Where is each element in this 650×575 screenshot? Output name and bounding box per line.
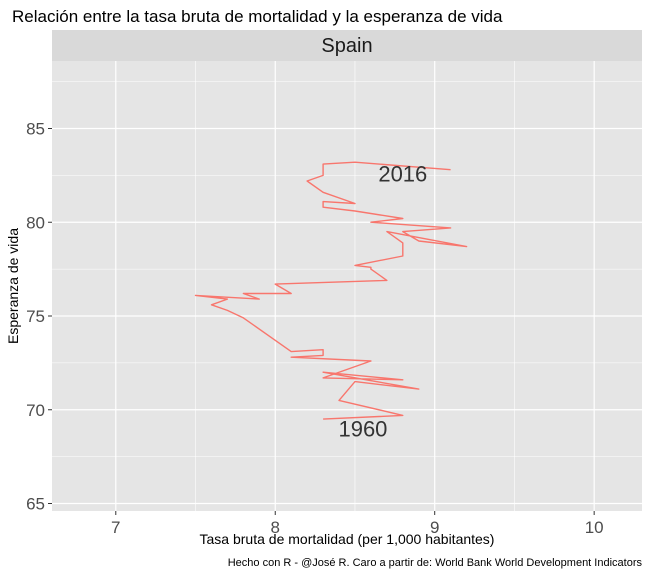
x-tick-label: 9 (430, 518, 439, 537)
major-gridlines (52, 61, 642, 511)
y-tick-label: 70 (26, 401, 45, 420)
x-axis-title: Tasa bruta de mortalidad (per 1,000 habi… (200, 531, 495, 547)
y-tick-label: 85 (26, 120, 45, 139)
y-axis: 65 70 75 80 85 (26, 120, 52, 514)
facet-label: Spain (321, 35, 372, 57)
year-annotation: 1960 (338, 417, 387, 442)
y-tick-label: 80 (26, 213, 45, 232)
x-tick-label: 10 (585, 518, 604, 537)
plot-panel (52, 61, 642, 511)
x-axis: 7 8 9 10 (111, 511, 604, 537)
minor-gridlines (52, 61, 642, 511)
y-tick-label: 65 (26, 495, 45, 514)
y-axis-title: Esperanza de vida (5, 228, 21, 344)
caption: Hecho con R - @José R. Caro a partir de:… (228, 557, 643, 569)
series-line (194, 161, 468, 420)
chart-title: Relación entre la tasa bruta de mortalid… (12, 7, 503, 26)
series-layer (194, 161, 468, 420)
x-tick-label: 8 (271, 518, 280, 537)
facet-strip (52, 30, 642, 61)
year-annotation: 2016 (378, 162, 427, 187)
x-tick-label: 7 (111, 518, 120, 537)
y-tick-label: 75 (26, 307, 45, 326)
annotations: 2016 1960 (338, 162, 427, 442)
